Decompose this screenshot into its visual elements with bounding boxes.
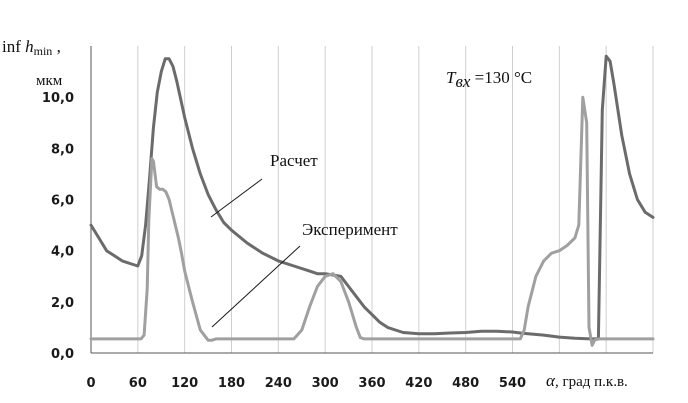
raschet-leader-line xyxy=(210,178,263,218)
y-tick-label: 8,0 xyxy=(51,142,74,157)
x-axis-title-rest: , град п.к.в. xyxy=(555,374,628,390)
chart-tick-labels: 0 60 120 180 240 300 360 420 480 540 0,0 2,0 4,0 6,0 8… xyxy=(42,91,526,391)
y-axis-title-suffix: , xyxy=(52,37,61,56)
y-tick-label: 2,0 xyxy=(51,296,74,311)
x-tick-label: 360 xyxy=(358,376,385,391)
raschet-label: Расчет xyxy=(270,151,318,170)
y-axis-unit: мкм xyxy=(36,73,63,89)
y-axis-title-var: h xyxy=(25,37,34,56)
x-tick-label: 0 xyxy=(86,376,95,391)
x-tick-label: 540 xyxy=(499,376,526,391)
x-tick-label: 60 xyxy=(129,376,147,391)
condition-rest: =130 °C xyxy=(470,68,532,87)
x-tick-label: 300 xyxy=(312,376,339,391)
y-tick-label: 10,0 xyxy=(42,91,74,106)
chart-series-group xyxy=(89,54,655,347)
x-axis-title-var: α xyxy=(546,371,556,390)
x-tick-label: 180 xyxy=(218,376,245,391)
series-line-experiment xyxy=(89,95,655,347)
chart-axes xyxy=(90,46,653,354)
x-axis-title: α, град п.к.в. xyxy=(546,371,628,390)
y-axis-title-sub: min xyxy=(34,44,53,58)
experiment-label: Эксперимент xyxy=(302,220,398,239)
x-tick-label: 480 xyxy=(452,376,479,391)
condition-label: Tвх =130 °C xyxy=(446,68,532,91)
chart-grid xyxy=(137,46,654,353)
condition-sub: вх xyxy=(455,72,470,91)
x-tick-label: 240 xyxy=(265,376,292,391)
y-tick-label: 6,0 xyxy=(51,194,74,209)
y-axis-title: inf hmin , xyxy=(2,37,61,58)
experiment-leader-line xyxy=(211,245,301,328)
y-axis-title-prefix: inf xyxy=(2,37,25,56)
x-tick-label: 420 xyxy=(405,376,432,391)
condition-var: T xyxy=(446,68,457,87)
y-tick-label: 0,0 xyxy=(51,347,74,362)
x-tick-label: 120 xyxy=(171,376,198,391)
y-tick-label: 4,0 xyxy=(51,245,74,260)
